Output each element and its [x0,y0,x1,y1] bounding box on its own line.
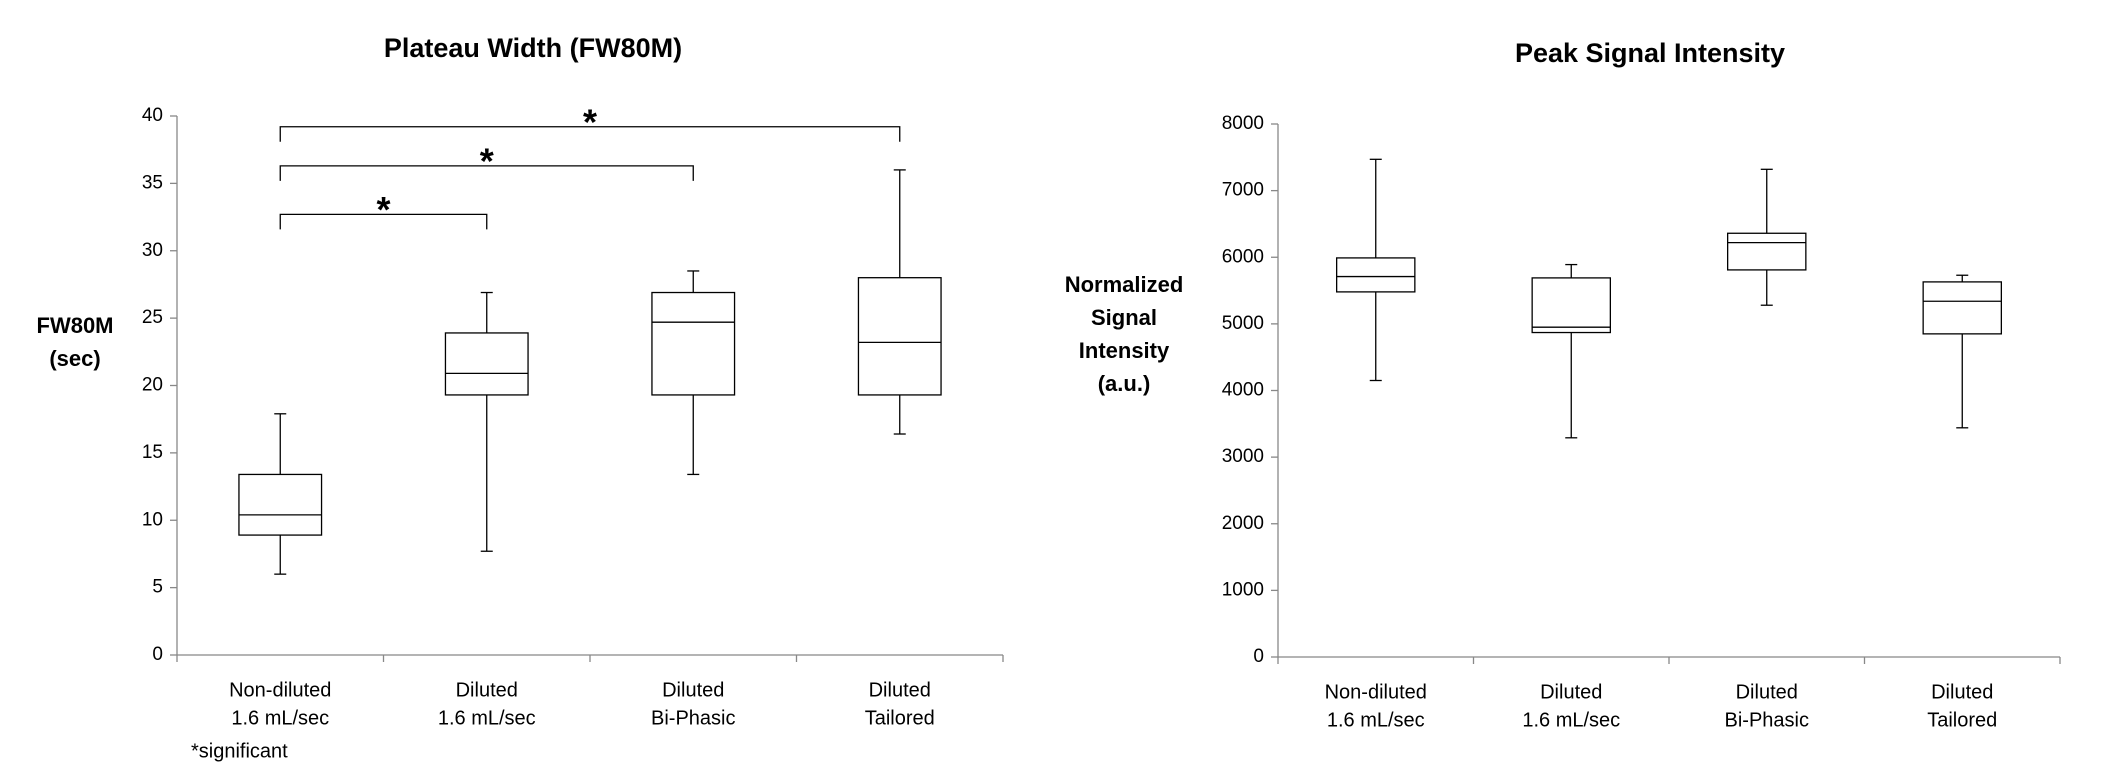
y-axis-label: Intensity [1079,338,1170,363]
y-axis-label: (sec) [49,346,100,371]
significance-bracket [279,213,488,230]
significance-marker: * [376,189,390,230]
x-tick-label: Diluted [456,679,518,701]
x-tick-label: Diluted [869,679,931,701]
y-tick-label: 30 [142,240,163,261]
box [444,332,529,396]
y-tick-label: 20 [142,375,163,396]
x-tick-label: 1.6 mL/sec [1327,709,1425,731]
x-tick-label: Tailored [865,707,935,729]
y-axis-label: (a.u.) [1098,371,1151,396]
significance-marker: * [583,101,597,142]
y-axis-label: Signal [1091,305,1157,330]
y-tick-label: 10 [142,509,163,530]
box [238,473,323,536]
x-tick-label: Diluted [662,679,724,701]
y-tick-label: 2000 [1222,513,1264,534]
x-tick-label: Non-diluted [1325,681,1427,703]
x-tick-label: Tailored [1927,709,1997,731]
significance-marker: * [480,140,494,181]
y-tick-label: 7000 [1222,180,1264,201]
box [1531,277,1612,334]
y-tick-label: 6000 [1222,246,1264,267]
x-tick-label: Non-diluted [229,679,331,701]
x-tick-label: 1.6 mL/sec [231,707,329,729]
box [1922,281,2003,335]
chart-title: Plateau Width (FW80M) [384,33,682,63]
y-tick-label: 5000 [1222,313,1264,334]
y-tick-label: 3000 [1222,446,1264,467]
y-tick-label: 1000 [1222,579,1264,600]
y-tick-label: 40 [142,105,163,126]
box [1336,257,1416,293]
y-tick-label: 0 [1253,646,1264,667]
y-tick-label: 8000 [1222,113,1264,134]
box [857,277,942,396]
significance-bracket [279,126,901,142]
box [651,291,736,396]
x-tick-label: Diluted [1540,681,1602,703]
y-axis-label: Normalized [1065,272,1184,297]
x-tick-label: Bi-Phasic [1725,709,1809,731]
y-tick-label: 35 [142,172,163,193]
footnote: *significant [191,740,288,762]
chart-title: Peak Signal Intensity [1515,38,1785,68]
x-tick-label: Diluted [1931,681,1993,703]
x-tick-label: 1.6 mL/sec [438,707,536,729]
box [1727,232,1807,271]
y-axis-label: FW80M [37,313,114,338]
x-tick-label: Diluted [1736,681,1798,703]
y-tick-label: 0 [152,644,163,665]
x-tick-label: Bi-Phasic [651,707,735,729]
y-tick-label: 5 [152,577,163,598]
y-tick-label: 15 [142,442,163,463]
significance-bracket [279,165,694,181]
y-tick-label: 25 [142,307,163,328]
x-tick-label: 1.6 mL/sec [1522,709,1620,731]
y-tick-label: 4000 [1222,380,1264,401]
